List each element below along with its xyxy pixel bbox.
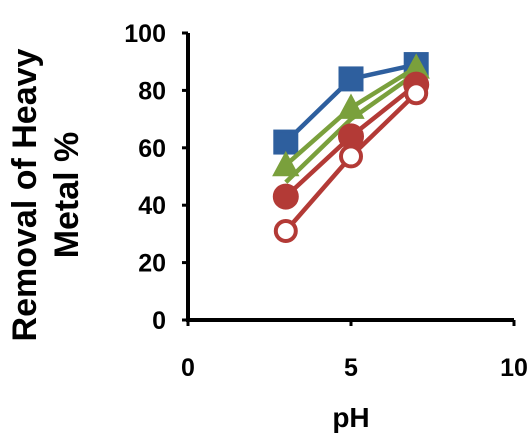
- plot-area: 0 20 40 60 80 100 0 5 10: [124, 20, 528, 382]
- y-axis-title-line-1: Removal of Heavy: [6, 48, 44, 341]
- series-3-line: [284, 71, 418, 184]
- series-4-point: [338, 123, 364, 150]
- x-tick-label: 0: [181, 354, 195, 382]
- series-1-point: [273, 129, 299, 155]
- y-tick-label: 80: [138, 77, 166, 105]
- y-tick-label: 100: [124, 20, 166, 48]
- series-5-point: [339, 144, 363, 169]
- x-axis-title: pH: [332, 402, 369, 433]
- series-2-point: [272, 150, 300, 177]
- y-axis-title: Removal of Heavy Metal %: [6, 48, 86, 341]
- y-tick-label: 0: [152, 307, 166, 335]
- series-5-point: [404, 81, 429, 106]
- series-5-point: [273, 219, 298, 244]
- y-axis-title-line-2: Metal %: [48, 132, 86, 259]
- y-tick-label: 40: [138, 192, 166, 220]
- y-tick-label: 60: [138, 135, 166, 163]
- series-1-point: [338, 66, 364, 92]
- series-4-point: [272, 183, 299, 210]
- y-tick-label: 20: [138, 250, 166, 278]
- x-tick-label: 5: [344, 354, 358, 382]
- x-tick-label: 10: [500, 354, 528, 382]
